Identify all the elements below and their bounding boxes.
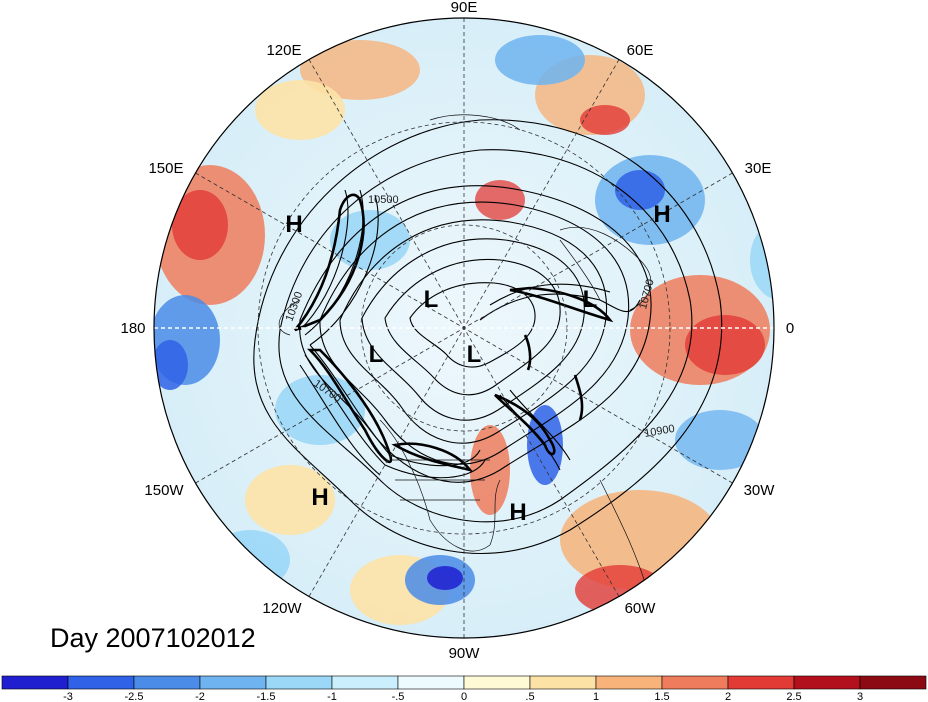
- colorbar-swatch: [727, 675, 795, 690]
- label-120w: 120W: [262, 600, 302, 617]
- high-marker: H: [653, 201, 670, 228]
- colorbar-swatch: [133, 675, 201, 690]
- colorbar-swatch: [595, 675, 663, 690]
- label-0: 0: [786, 320, 794, 337]
- colorbar-swatch: [331, 675, 399, 690]
- colorbar-swatch: [793, 675, 861, 690]
- colorbar-tick-label: 1: [593, 691, 599, 702]
- label-150w: 150W: [144, 482, 184, 499]
- colorbar-swatch: [1, 675, 69, 690]
- label-90e: 90E: [451, 0, 478, 16]
- colorbar-swatch: [67, 675, 135, 690]
- low-marker: L: [467, 341, 482, 368]
- colorbar-tick-label: -2.5: [125, 691, 144, 702]
- graticule: [154, 18, 774, 638]
- colorbar-swatch: [661, 675, 729, 690]
- colorbar-swatch: [859, 675, 927, 690]
- colorbar-tick-label: 2.5: [786, 691, 801, 702]
- jet-contours: [294, 193, 614, 473]
- colorbar-tick-label: -.5: [392, 691, 405, 702]
- colorbar-tick-label: 1.5: [654, 691, 669, 702]
- colorbar-tick-label: 0: [461, 691, 467, 702]
- label-60w: 60W: [625, 600, 657, 617]
- colorbar-tick-label: -3: [63, 691, 73, 702]
- map-boundary: [153, 17, 775, 639]
- label-120e: 120E: [266, 42, 301, 59]
- colorbar-tick-label: -1.5: [257, 691, 276, 702]
- low-marker: L: [424, 286, 439, 313]
- label-180: 180: [120, 320, 145, 337]
- colorbar-tick-label: .5: [525, 691, 534, 702]
- low-marker: L: [369, 341, 384, 368]
- contour-label: 10900: [643, 423, 675, 440]
- high-marker: H: [509, 499, 526, 526]
- colorbar-swatch: [463, 675, 531, 690]
- colorbar-swatch: [529, 675, 597, 690]
- label-30w: 30W: [744, 482, 776, 499]
- low-marker: L: [583, 286, 598, 313]
- colorbar-swatch: [265, 675, 333, 690]
- colorbar-tick-label: 2: [725, 691, 731, 702]
- colorbar-swatch: [199, 675, 267, 690]
- colorbar-swatch: [397, 675, 465, 690]
- map-title: Day 2007102012: [50, 623, 256, 653]
- colorbar-tick-label: -2: [195, 691, 205, 702]
- colorbar-tick-label: 3: [857, 691, 863, 702]
- contour-label: 10500: [368, 194, 399, 206]
- label-90w: 90W: [449, 645, 481, 662]
- label-150e: 150E: [148, 160, 183, 177]
- high-marker: H: [311, 484, 328, 511]
- label-60e: 60E: [627, 42, 654, 59]
- high-marker: H: [285, 211, 302, 238]
- colorbar-tick-label: -1: [327, 691, 337, 702]
- label-30e: 30E: [745, 160, 772, 177]
- colorbar: -3 -2.5 -2 -1.5 -1 -.5 0 .5 1 1.5 2 2.5 3: [1, 675, 927, 702]
